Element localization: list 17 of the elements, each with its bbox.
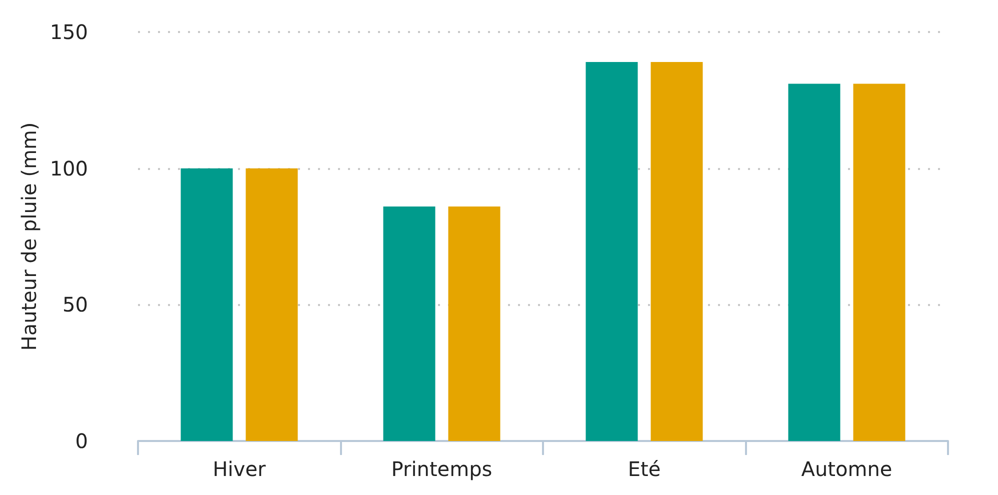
- bar: [586, 62, 638, 441]
- bar: [788, 84, 840, 441]
- bar: [180, 168, 233, 441]
- x-tick-label: Eté: [628, 457, 661, 481]
- bar: [650, 62, 703, 441]
- x-tick-label: Hiver: [212, 457, 266, 481]
- bar: [853, 84, 906, 441]
- x-tick-label: Printemps: [391, 457, 492, 481]
- y-axis-title: Hauteur de pluie (mm): [16, 122, 41, 351]
- y-tick-label: 100: [50, 156, 88, 180]
- y-tick-label: 0: [75, 429, 88, 453]
- y-tick-label: 150: [50, 20, 88, 44]
- bar: [448, 206, 500, 441]
- x-tick-label: Automne: [801, 457, 892, 481]
- y-tick-label: 50: [62, 292, 88, 317]
- bar: [246, 168, 298, 441]
- bar: [383, 206, 436, 441]
